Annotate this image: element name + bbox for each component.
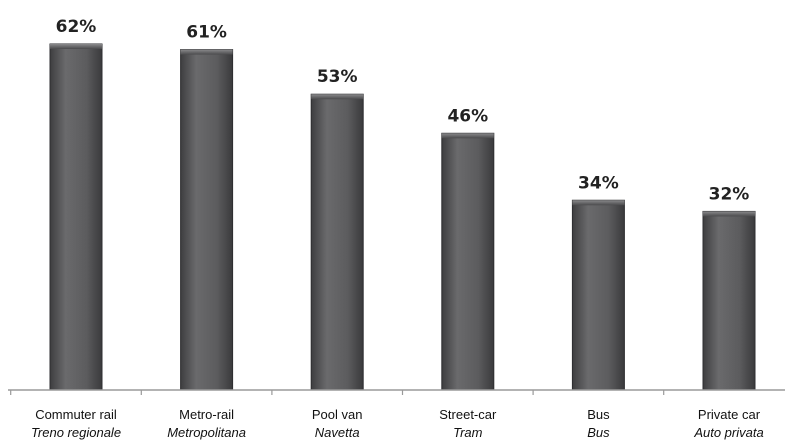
bar-value-label: 53% — [317, 67, 358, 87]
x-tick-sublabel: Treno regionale — [31, 425, 121, 440]
x-tick-label: Bus — [587, 407, 610, 422]
bar — [310, 93, 364, 391]
x-tick-label: Private car — [698, 407, 761, 422]
x-tick-sublabel: Bus — [587, 425, 610, 440]
bar-value-label: 32% — [709, 184, 750, 204]
bar-top-cap — [50, 44, 102, 49]
x-tick-label: Pool van — [312, 407, 363, 422]
bar-value-label: 61% — [186, 23, 227, 43]
x-tick-label: Street-car — [439, 407, 497, 422]
bar-value-label: 46% — [447, 106, 488, 126]
bar — [180, 49, 234, 391]
x-tick-label: Metro-rail — [179, 407, 234, 422]
bar-top-cap — [311, 94, 364, 100]
bar — [571, 199, 625, 391]
bar-top-cap — [180, 49, 233, 55]
bar-top-cap — [572, 200, 625, 206]
bar-top-cap — [703, 211, 755, 217]
bar — [441, 132, 495, 391]
x-tick-sublabel: Tram — [453, 425, 483, 440]
bar-value-label: 62% — [56, 17, 97, 37]
x-tick-sublabel: Navetta — [315, 425, 360, 440]
bar-top-cap — [441, 133, 494, 139]
x-axis-ticks — [10, 390, 665, 395]
x-tick-sublabel: Auto privata — [693, 425, 763, 440]
labels-layer: 62% Commuter rail Treno regionale 61% Metro-… — [31, 17, 764, 440]
bar — [49, 43, 103, 391]
bars-layer — [49, 43, 756, 391]
bar-value-label: 34% — [578, 173, 619, 193]
bar — [702, 210, 756, 391]
x-tick-sublabel: Metropolitana — [167, 425, 246, 440]
x-tick-label: Commuter rail — [35, 407, 117, 422]
